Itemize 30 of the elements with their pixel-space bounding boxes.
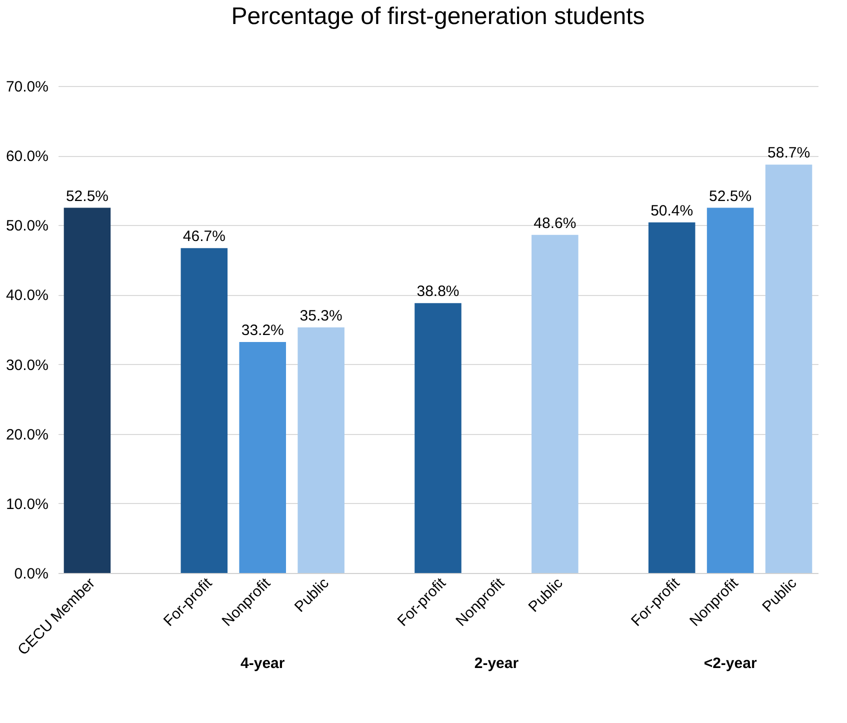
bar xyxy=(706,208,754,573)
text: 2-year xyxy=(474,655,519,672)
y-tick-label: 30.0% xyxy=(6,356,48,374)
bar xyxy=(648,222,696,573)
y-tick-label: 20.0% xyxy=(6,426,48,444)
data-label: 46.7% xyxy=(182,228,226,246)
y-tick-label: 10.0% xyxy=(6,496,48,513)
bar xyxy=(239,342,286,573)
bar xyxy=(765,164,812,573)
bar xyxy=(64,208,111,573)
bar xyxy=(532,234,578,573)
y-tick-label: 0.0% xyxy=(14,566,48,582)
y-tick-label: 50.0% xyxy=(6,218,48,235)
data-label: 33.2% xyxy=(241,322,284,340)
data-label: 52.5% xyxy=(709,188,752,205)
data-label: 38.8% xyxy=(416,283,460,300)
y-tick-label: 70.0% xyxy=(6,78,48,96)
data-label: 58.7% xyxy=(767,144,810,162)
chart-title: Percentage of first-generation students xyxy=(231,3,645,30)
bar xyxy=(414,303,462,573)
text: 4-year xyxy=(240,655,285,672)
y-tick-label: 40.0% xyxy=(6,287,48,304)
bar xyxy=(298,327,344,573)
data-label: 35.3% xyxy=(300,307,342,324)
data-label: 52.5% xyxy=(66,188,109,205)
text: <2-year xyxy=(704,655,757,672)
y-tick-label: 60.0% xyxy=(6,148,48,166)
bar xyxy=(180,248,228,573)
data-label: 50.4% xyxy=(650,202,694,220)
data-label: 48.6% xyxy=(534,214,576,232)
